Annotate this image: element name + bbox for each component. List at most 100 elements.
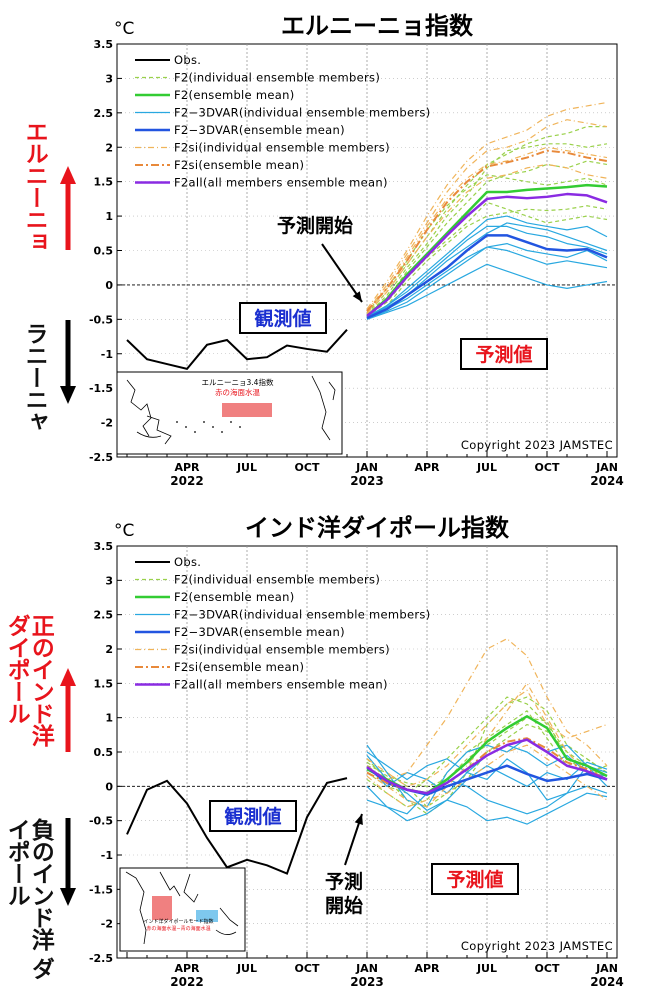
p1-obs-label: 観測値: [254, 307, 311, 330]
p2-x-tick-label: JAN: [595, 962, 618, 975]
p1-inset-island: [230, 421, 232, 423]
p1-inset-coastline: [126, 375, 336, 445]
p2-pred-label: 予測値: [446, 868, 503, 891]
p1-inset-west-box: [222, 403, 272, 417]
p2-inset-subtitle: 赤の海面水温−青の海面水温: [146, 925, 210, 932]
p1-f2-member-line: [366, 143, 608, 316]
p1-3dvar-member-line: [366, 225, 608, 318]
p2-year-label: 2024: [590, 975, 623, 989]
p2-legend-label: F2−3DVAR(individual ensemble members): [174, 608, 431, 622]
p2-y-tick-label: 2.5: [94, 609, 114, 622]
p2-legend-label: F2(individual ensemble members): [174, 573, 380, 587]
p1-f2si-member-line: [366, 119, 608, 312]
p1-copyright: Copyright 2023 JAMSTEC: [461, 438, 613, 452]
p2-x-tick-label: APR: [174, 962, 200, 975]
la-nina-side-label: ラニーニャ: [21, 322, 48, 432]
p1-negative-arrowhead: [60, 386, 76, 404]
p1-x-tick-label: APR: [174, 461, 200, 474]
p1-year-label: 2024: [590, 474, 623, 488]
p1-f2-member-line: [366, 205, 608, 319]
p1-pred-label: 予測値: [475, 343, 532, 366]
p1-f2si-member-line: [366, 163, 608, 315]
p1-inset-island: [194, 431, 196, 433]
p1-x-tick-label: JUL: [476, 461, 497, 474]
p1-pred-label-box: [460, 338, 548, 370]
p1-y-tick-label: -1: [101, 348, 113, 361]
p1-3dvar-member-line: [366, 215, 608, 320]
p2-f2si-member-line: [366, 744, 608, 808]
p1-y-tick-label: 0: [105, 279, 113, 292]
p2-legend-label: F2si(individual ensemble members): [174, 643, 390, 657]
p2-y-tick-label: -1: [101, 849, 113, 862]
p2-f2si-member-line: [366, 682, 608, 808]
p1-legend: Obs. F2(individual ensemble members) F2(en…: [135, 53, 431, 190]
p2-year-label: 2023: [350, 975, 383, 989]
p2-y-tick-label: 2: [105, 643, 113, 656]
p1-x-tick-label: JUL: [236, 461, 257, 474]
p1-y-tick-label: 1: [105, 210, 113, 223]
p1-positive-arrowhead: [60, 166, 76, 184]
p2-inset-east-box: [196, 910, 218, 922]
p2-legend-label: F2−3DVAR(ensemble mean): [174, 625, 345, 639]
positive-iod-side-label: 正のインド洋 ダイポール: [3, 614, 54, 746]
p2-inset-frame: [119, 867, 246, 952]
p2-pred-label-box: [431, 863, 519, 895]
p2-f2si-member-line: [366, 638, 608, 781]
p1-obs-line: [126, 328, 348, 371]
p1-x-tick-label: APR: [414, 461, 440, 474]
p2-x-tick-label: JUL: [236, 962, 257, 975]
p1-legend-label: F2all(all members ensemble mean): [174, 176, 388, 190]
p1-forecast-start-arrow: [321, 243, 363, 303]
p1-x-tick-label: JAN: [595, 461, 618, 474]
p2-y-tick-label: -1.5: [89, 883, 113, 896]
p1-f2-member-line: [366, 125, 607, 315]
p1-forecast-start-arrowhead: [352, 291, 362, 302]
p2-y-tick-label: 3: [105, 574, 113, 587]
p1-year-label: 2022: [170, 474, 203, 488]
p1-y-tick-label: 2.5: [94, 107, 114, 120]
p1-legend-label: F2si(individual ensemble members): [174, 141, 390, 155]
el-nino-side-label: エルニーニョ: [21, 120, 48, 252]
p2-x-tick-label: JUL: [476, 962, 497, 975]
p1-x-tick-label: OCT: [535, 461, 560, 474]
p2-obs-label: 観測値: [224, 805, 281, 828]
p1-y-tick-label: -2: [101, 417, 113, 430]
p2-y-tick-label: -0.5: [89, 815, 113, 828]
p1-y-tick-label: -0.5: [89, 313, 113, 326]
p2-inset-title: インド洋ダイポールモード指数: [143, 918, 213, 925]
p1-unit-label: °C: [114, 19, 134, 39]
p1-title: エルニーニョ指数: [281, 12, 474, 40]
p2-legend-label: F2all(all members ensemble mean): [174, 678, 388, 692]
p1-year-label: 2023: [350, 474, 383, 488]
p2-forecast-start-label: 開始: [325, 894, 363, 917]
p2-copyright: Copyright 2023 JAMSTEC: [461, 939, 613, 953]
p2-legend: Obs. F2(individual ensemble members) F2(en…: [135, 555, 431, 692]
p1-inset-title: エルニーニョ3.4指数: [202, 377, 274, 387]
p1-x-tick-label: JAN: [355, 461, 378, 474]
p1-legend-label: F2(ensemble mean): [174, 88, 294, 102]
p1-legend-label: F2−3DVAR(individual ensemble members): [174, 106, 431, 120]
p2-legend-label: F2(ensemble mean): [174, 590, 294, 604]
p2-y-tick-label: 1.5: [94, 677, 114, 690]
p1-f2si-member-line: [366, 101, 608, 310]
p1-3dvar-member-line: [366, 243, 608, 320]
p2-y-tick-label: 0: [105, 780, 113, 793]
negative-iod-side-label: 負のインド洋 ダイポール: [3, 818, 54, 980]
p1-inset-island: [185, 426, 187, 428]
p1-inset-island: [212, 426, 214, 428]
p2-chart: インド洋ダイポール指数 °C -2.5 -2 -1.5 -1 -0.5 0 0.5 1 1.5 2 2.…: [60, 514, 624, 989]
p2-forecast-start-label: 予測: [325, 870, 363, 893]
p2-obs-label-box: [209, 800, 297, 832]
p2-obs-line: [126, 777, 348, 875]
p1-y-tick-label: -1.5: [89, 382, 113, 395]
p2-y-tick-label: 1: [105, 712, 113, 725]
p1-legend-label: F2si(ensemble mean): [174, 158, 304, 172]
p2-legend-label: F2si(ensemble mean): [174, 660, 304, 674]
p1-legend-label: Obs.: [174, 53, 201, 67]
p2-inset-west-box: [152, 896, 172, 920]
p1-f2si-member-line: [366, 146, 608, 313]
p2-x-tick-label: APR: [414, 962, 440, 975]
